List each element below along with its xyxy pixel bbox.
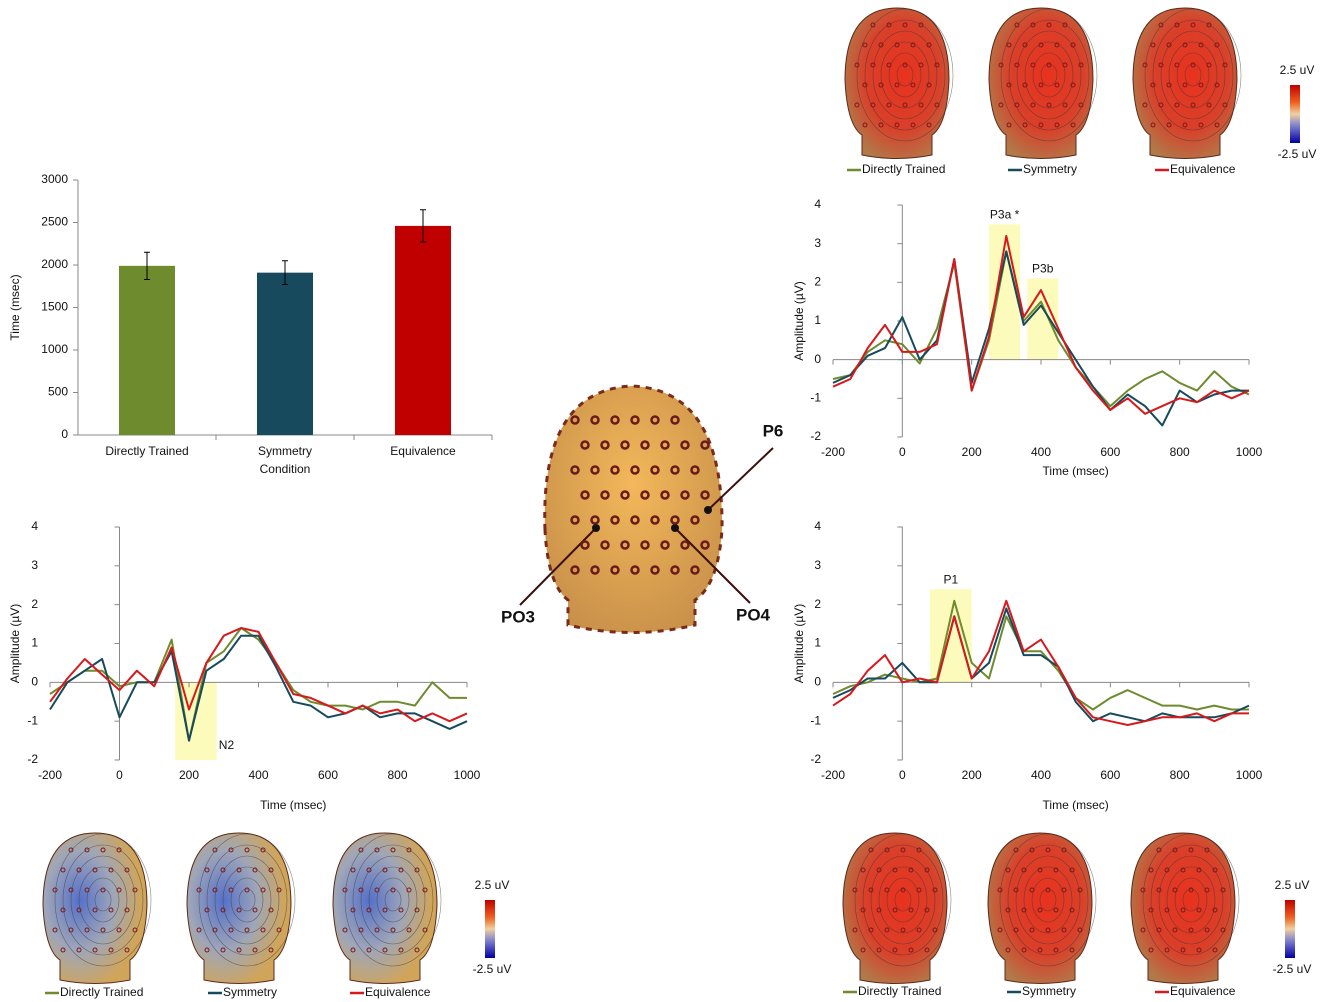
y-tick-label: 4 [814,197,821,211]
x-axis-label: Time (msec) [1043,798,1109,812]
x-tick-label: 600 [1100,445,1120,459]
x-tick-label: 1000 [1236,445,1263,459]
figure: P6 PO3 PO4 2.5 uV -2.5 uV 2.5 uV -2.5 uV 2.5… [0,0,1327,1002]
y-tick-label: 0 [814,352,821,366]
series-line [50,628,467,721]
electrode-label: P6 [763,421,784,440]
bar [257,273,313,435]
legend-label: Directly Trained [862,162,945,176]
legend-label: Equivalence [365,985,431,999]
y-tick-label: 0 [814,675,821,689]
legend-label: Directly Trained [60,985,143,999]
colorbar-label: -2.5 uV [1273,962,1312,976]
colorbar-label: -2.5 uV [473,962,512,976]
y-tick-label: -1 [810,391,821,405]
electrode-label: PO4 [736,605,771,624]
electrode [671,524,679,532]
y-tick-label: -2 [810,429,821,443]
y-axis-label: Amplitude (µV) [8,604,22,684]
x-tick-label: 600 [318,768,338,782]
y-tick-label: 2 [31,597,38,611]
x-tick-label: 200 [962,445,982,459]
x-tick-label: 200 [962,768,982,782]
y-tick-label: 3 [31,558,38,572]
x-tick-label: 0 [899,445,906,459]
x-tick-label: Equivalence [390,444,456,458]
y-tick-label: 3 [814,236,821,250]
y-tick-label: 3 [814,558,821,572]
legend-label: Equivalence [1170,984,1236,998]
y-tick-label: -2 [27,752,38,766]
x-tick-label: 200 [179,768,199,782]
colorbar-label: 2.5 uV [1280,63,1315,77]
x-tick-label: 800 [1170,768,1190,782]
center-head: P6 PO3 PO4 [501,386,783,633]
y-tick-label: 0 [31,675,38,689]
y-axis-label: Amplitude (µV) [792,281,806,361]
legend-label: Symmetry [1022,984,1076,998]
y-tick-label: 0 [61,427,68,441]
bar [119,266,175,435]
x-tick-label: 0 [899,768,906,782]
y-tick-label: 2000 [41,257,68,271]
electrode [592,524,600,532]
y-tick-label: 4 [814,519,821,533]
x-axis-label: Condition [260,462,311,476]
y-axis-label: Amplitude (µV) [792,604,806,684]
x-tick-label: 1000 [454,768,481,782]
x-tick-label: 400 [1031,445,1051,459]
colorbar [485,900,495,958]
y-tick-label: 1000 [41,342,68,356]
y-tick-label: 2 [814,275,821,289]
x-tick-label: 1000 [1236,768,1263,782]
colorbar [1290,85,1300,143]
x-tick-label: 0 [116,768,123,782]
x-tick-label: 600 [1100,768,1120,782]
highlight-label: P3b [1032,262,1054,276]
y-axis-label: Time (msec) [8,274,22,340]
series-line [833,609,1249,722]
x-tick-label: -200 [38,768,62,782]
legend-label: Symmetry [223,985,277,999]
y-tick-label: 2500 [41,215,68,229]
colorbar [1285,900,1295,958]
legend-label: Equivalence [1170,162,1236,176]
y-tick-label: 2 [814,597,821,611]
x-tick-label: 400 [248,768,268,782]
x-axis-label: Time (msec) [260,798,326,812]
colorbar-label: 2.5 uV [1275,878,1310,892]
y-tick-label: -1 [810,713,821,727]
x-tick-label: 400 [1031,768,1051,782]
x-tick-label: Symmetry [258,444,312,458]
y-tick-label: 4 [31,519,38,533]
x-tick-label: Directly Trained [105,444,188,458]
electrode [704,506,712,514]
legend-label: Directly Trained [858,984,941,998]
highlight-label: P3a * [990,208,1020,222]
series-line [50,636,467,741]
y-tick-label: 1 [31,636,38,650]
y-tick-label: 1500 [41,300,68,314]
highlight [930,589,972,682]
electrode-label: PO3 [501,607,535,626]
x-tick-label: -200 [821,445,845,459]
highlight-label: N2 [219,738,235,752]
y-tick-label: -2 [810,752,821,766]
x-tick-label: 800 [1170,445,1190,459]
y-tick-label: 500 [48,385,68,399]
colorbar-label: -2.5 uV [1278,147,1317,161]
x-axis-label: Time (msec) [1043,464,1109,478]
colorbar-label: 2.5 uV [475,878,510,892]
y-tick-label: 3000 [41,172,68,186]
y-tick-label: -1 [27,713,38,727]
x-tick-label: -200 [821,768,845,782]
legend-label: Symmetry [1023,162,1077,176]
bar [395,226,451,435]
x-tick-label: 800 [387,768,407,782]
highlight-label: P1 [944,572,959,586]
y-tick-label: 1 [814,313,821,327]
y-tick-label: 1 [814,636,821,650]
